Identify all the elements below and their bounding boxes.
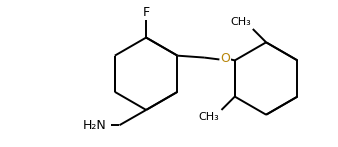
Text: H₂N: H₂N <box>82 119 106 132</box>
Text: CH₃: CH₃ <box>199 112 220 122</box>
Text: O: O <box>220 52 230 65</box>
Text: F: F <box>143 6 150 19</box>
Text: CH₃: CH₃ <box>230 17 251 27</box>
